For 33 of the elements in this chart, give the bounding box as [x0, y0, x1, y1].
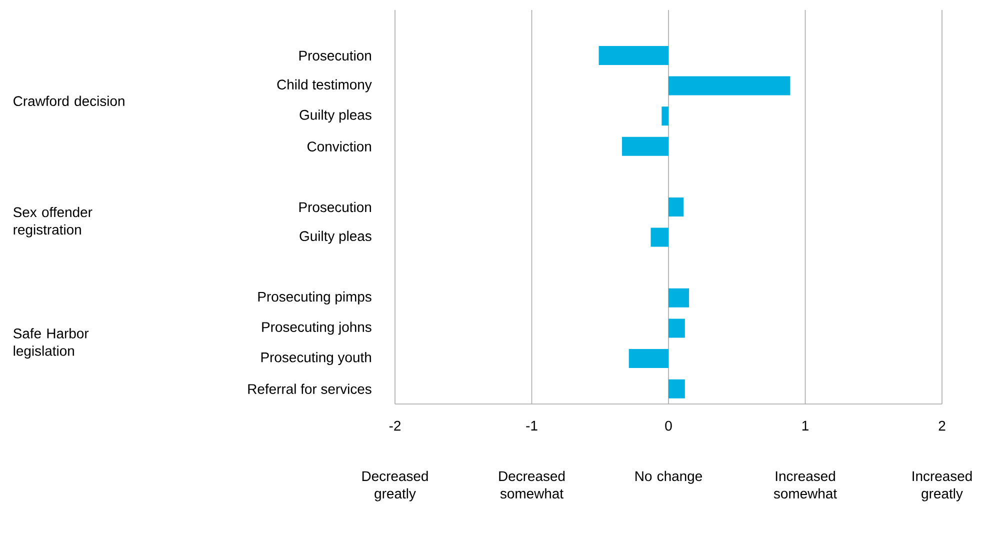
bar: [668, 318, 685, 338]
text: Crawford decision: [14, 96, 124, 106]
bar: [668, 76, 790, 96]
y-tick-label: Prosecuting pimps: [258, 291, 372, 304]
bar: [622, 136, 669, 156]
x-tick-label: -2: [389, 420, 401, 431]
bar: [668, 288, 690, 308]
text: Increased greatly: [912, 470, 972, 502]
text: Decreased somewhat: [499, 470, 565, 499]
y-tick-label: Prosecuting youth: [261, 352, 371, 366]
y-tick-label: Guilty pleas: [300, 230, 372, 244]
bar: [628, 349, 669, 368]
x-tick-label: 1: [802, 420, 808, 430]
x-tick-label: 0: [665, 420, 672, 431]
y-tick-label: Prosecuting johns: [262, 322, 372, 335]
bar: [668, 198, 684, 217]
y-tick-label: Prosecution: [299, 50, 371, 61]
text: Safe Harbor legislation: [13, 328, 89, 359]
text: Increased somewhat: [774, 470, 837, 499]
x-tick-label: -1: [526, 420, 538, 430]
text: Sex offender registration: [13, 206, 92, 238]
text: Decreased greatly: [362, 470, 428, 502]
y-tick-label: Guilty pleas: [300, 110, 372, 123]
bar: [668, 379, 685, 398]
y-tick-label: Prosecution: [299, 202, 371, 212]
y-tick-label: Conviction: [307, 141, 371, 152]
text: No change: [636, 470, 702, 484]
x-tick-label: 2: [938, 420, 946, 431]
bar: [650, 228, 669, 247]
y-tick-label: Referral for services: [248, 384, 372, 394]
y-tick-label: Child testimony: [277, 79, 372, 92]
bar: [662, 106, 669, 126]
bar: [598, 46, 669, 65]
